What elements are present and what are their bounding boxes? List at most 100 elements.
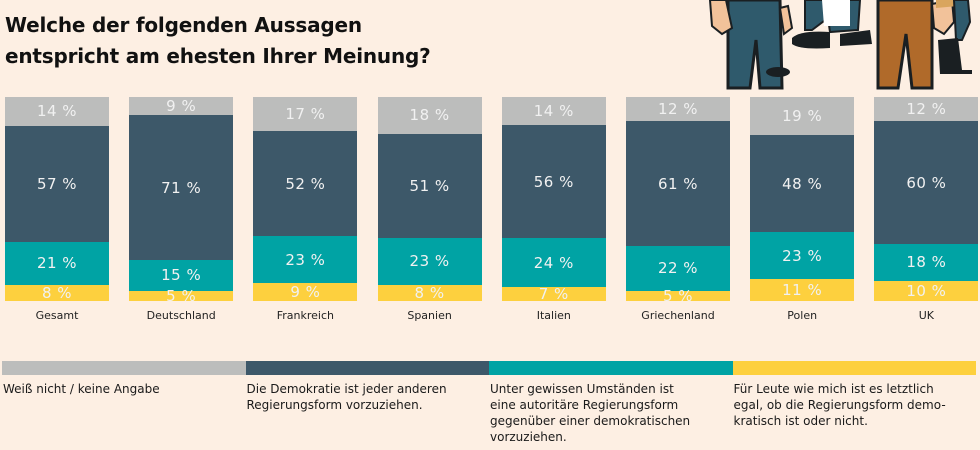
bar-segment-teal: 23 % xyxy=(253,236,358,283)
x-tick-label: Deutschland xyxy=(146,309,216,322)
bar-segment-gray: 12 % xyxy=(874,97,979,122)
x-tick-label: Polen xyxy=(787,309,818,322)
data-label: 24 % xyxy=(533,253,574,272)
bar-italien: 14 % 56 % 24 % 7 % xyxy=(501,97,606,303)
bar-segment-yellow: 9 % xyxy=(253,282,358,301)
bar-segment-teal: 21 % xyxy=(5,241,109,285)
bar-spanien: 18 % 51 % 23 % 8 % xyxy=(377,97,482,302)
bar-segment-teal: 15 % xyxy=(129,260,234,291)
bar-segment-teal: 23 % xyxy=(750,232,855,279)
x-tick-label: Griechenland xyxy=(641,309,715,322)
x-tick-label: Italien xyxy=(536,309,571,322)
bar-segment-gray: 12 % xyxy=(626,97,730,122)
data-label: 23 % xyxy=(782,246,823,265)
bar-griechenland: 12 % 61 % 22 % 5 % xyxy=(626,97,730,305)
data-label: 8 % xyxy=(41,283,73,302)
legend-label: Die Demokratie ist jeder anderen Regierun… xyxy=(247,381,482,413)
bar-segment-teal: 23 % xyxy=(377,237,482,285)
data-label: 22 % xyxy=(657,259,699,278)
data-label: 19 % xyxy=(782,107,823,126)
data-label: 48 % xyxy=(782,174,823,193)
bar-uk: 12 % 60 % 18 % 10 % xyxy=(874,97,979,301)
bar-segment-yellow: 5 % xyxy=(626,287,730,305)
legend-label-line: kratisch ist oder nicht. xyxy=(733,414,868,428)
data-label: 18 % xyxy=(409,106,450,125)
data-label: 14 % xyxy=(36,102,78,121)
bar-segment-navy: 48 % xyxy=(750,135,855,233)
bar-segment-navy: 61 % xyxy=(626,121,730,246)
bar-segment-teal: 18 % xyxy=(874,243,979,281)
bar-segment-gray: 19 % xyxy=(750,97,855,136)
data-label: 23 % xyxy=(285,250,326,269)
legend-label-line: Unter gewissen Umständen ist xyxy=(490,382,674,396)
data-label: 15 % xyxy=(161,266,202,285)
bar-segment-navy: 57 % xyxy=(5,125,109,242)
legend-label-line: Regierungsform vorzuziehen. xyxy=(246,398,423,412)
legend-label-line: Weiß nicht / keine Angabe xyxy=(3,382,160,396)
data-label: 71 % xyxy=(161,178,202,197)
legend-label: Weiß nicht / keine Angabe xyxy=(3,381,238,397)
bar-segment-yellow: 8 % xyxy=(5,283,109,302)
data-label: 17 % xyxy=(285,105,326,124)
legend-label: Unter gewissen Umständen ist eine autorit… xyxy=(490,381,725,445)
x-tick-label: Spanien xyxy=(407,309,452,322)
data-label: 9 % xyxy=(290,282,321,301)
bar-segment-navy: 52 % xyxy=(253,131,358,237)
x-tick-label: Gesamt xyxy=(35,309,79,322)
chart-title-line-1: Welche der folgenden Aussagen xyxy=(5,13,362,37)
bar-segment-navy: 71 % xyxy=(129,115,234,261)
bar-frankreich: 17 % 52 % 23 % 9 % xyxy=(253,97,358,301)
data-label: 5 % xyxy=(166,286,197,305)
legend-swatch xyxy=(732,361,976,375)
x-tick-label: UK xyxy=(918,309,935,322)
data-label: 52 % xyxy=(285,174,326,193)
data-label: 10 % xyxy=(906,281,947,300)
data-label: 12 % xyxy=(657,100,699,119)
bar-segment-gray: 9 % xyxy=(129,97,234,116)
data-label: 57 % xyxy=(36,174,78,193)
legend-swatch xyxy=(245,361,489,375)
legend-label-line: Für Leute wie mich ist es letztlich xyxy=(733,382,934,396)
data-label: 7 % xyxy=(538,284,569,303)
legend-label: Für Leute wie mich ist es letztlich egal,… xyxy=(734,381,969,429)
data-label: 21 % xyxy=(36,254,78,273)
bar-gesamt: 14 % 57 % 21 % 8 % xyxy=(5,97,109,302)
data-label: 12 % xyxy=(906,100,947,119)
x-tick-label: Frankreich xyxy=(276,309,335,322)
bar-segment-gray: 18 % xyxy=(377,97,482,134)
data-label: 61 % xyxy=(657,174,699,193)
bar-segment-navy: 60 % xyxy=(874,121,979,244)
chart-title-line-2: entspricht am ehesten Ihrer Meinung? xyxy=(5,44,431,68)
legend-label-line: Die Demokratie ist jeder anderen xyxy=(246,382,447,396)
legend-label-line: eine autoritäre Regierungsform xyxy=(490,398,679,412)
legend-label-line: gegenüber einer demokratischen xyxy=(490,414,691,428)
bar-segment-yellow: 7 % xyxy=(501,284,606,303)
data-label: 9 % xyxy=(166,97,197,116)
bar-segment-gray: 14 % xyxy=(5,97,109,126)
legend-swatch xyxy=(489,361,733,375)
chart-title: Welche der folgenden Aussagen entspricht… xyxy=(5,10,431,72)
legend-swatch xyxy=(2,361,246,375)
bar-deutschland: 9 % 71 % 15 % 5 % xyxy=(129,97,234,305)
bar-polen: 19 % 48 % 23 % 11 % xyxy=(750,97,855,301)
people-legs-illustration-icon xyxy=(708,0,972,90)
bar-segment-yellow: 5 % xyxy=(129,287,234,305)
data-label: 5 % xyxy=(662,286,694,305)
legend-label-line: egal, ob die Regierungsform demo- xyxy=(733,398,946,412)
bar-segment-gray: 17 % xyxy=(253,97,358,132)
bar-segment-teal: 24 % xyxy=(501,238,606,287)
data-label: 14 % xyxy=(533,102,574,121)
data-label: 60 % xyxy=(906,173,947,192)
bar-segment-teal: 22 % xyxy=(626,245,730,291)
bar-segment-yellow: 11 % xyxy=(750,278,855,301)
bar-segment-yellow: 8 % xyxy=(377,283,482,302)
data-label: 23 % xyxy=(409,252,450,271)
data-label: 56 % xyxy=(533,172,574,191)
data-label: 8 % xyxy=(414,283,445,302)
bar-segment-gray: 14 % xyxy=(501,97,606,126)
data-label: 11 % xyxy=(782,280,823,299)
legend-label-line: vorzuziehen. xyxy=(490,430,567,444)
bar-segment-yellow: 10 % xyxy=(874,280,979,301)
data-label: 51 % xyxy=(409,176,450,195)
bar-segment-navy: 51 % xyxy=(377,133,482,238)
